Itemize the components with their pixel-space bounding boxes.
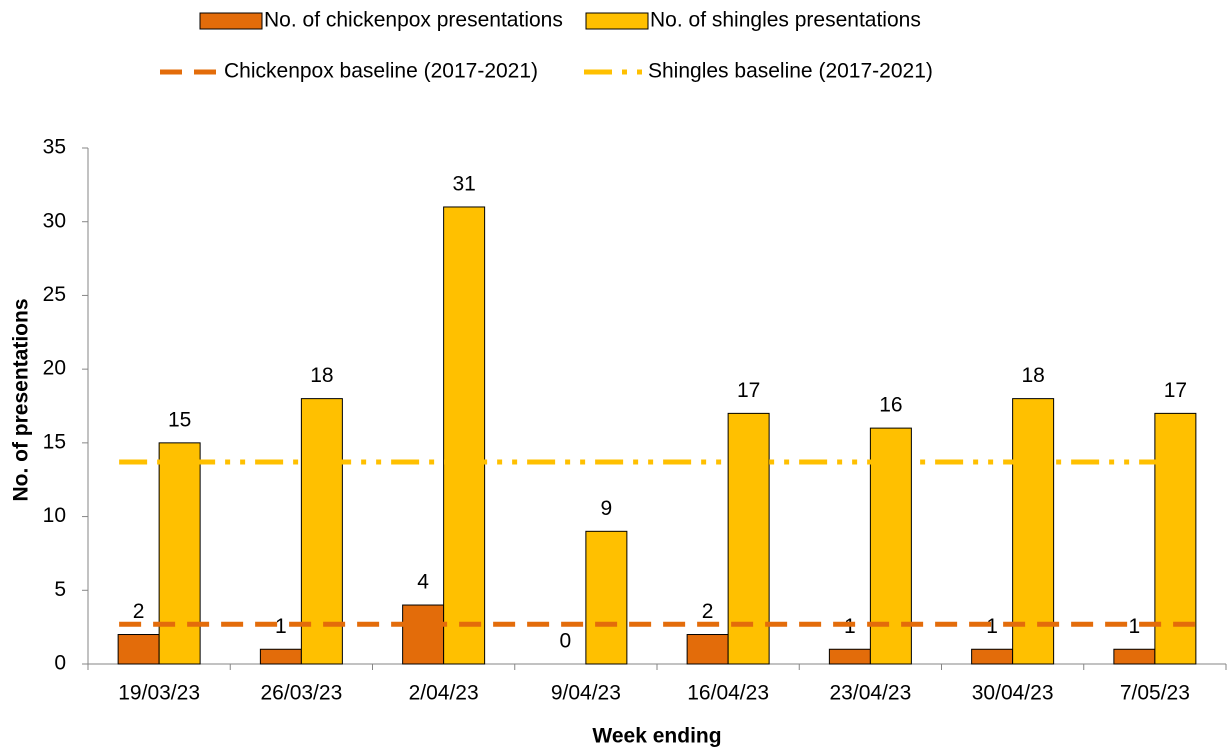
legend-label: Chickenpox baseline (2017-2021) [224,60,538,83]
x-tick-label: 23/04/23 [830,682,912,705]
legend-swatch [199,12,263,30]
x-axis-title: Week ending [592,725,721,748]
data-label: 2 [133,600,145,623]
data-label: 1 [986,615,998,638]
data-label: 1 [1129,615,1141,638]
y-tick-label: 10 [43,504,66,527]
data-label: 0 [560,630,572,653]
x-tick-label: 19/03/23 [118,682,200,705]
bar [585,530,628,665]
data-label: 31 [452,173,475,196]
x-tick-label: 7/05/23 [1120,682,1190,705]
data-label: 9 [601,497,613,520]
data-label: 18 [310,364,333,387]
y-tick-label: 20 [43,357,66,380]
data-label: 17 [737,379,760,402]
data-label: 17 [1164,379,1187,402]
bar [158,442,201,665]
bar [1012,398,1055,665]
data-label: 2 [702,600,714,623]
data-label: 4 [417,571,429,594]
bar [259,648,302,665]
bar [1113,648,1156,665]
x-tick-label: 26/03/23 [261,682,343,705]
y-tick-label: 0 [54,652,66,675]
y-axis-title: No. of presentations [10,298,33,501]
legend-label: No. of shingles presentations [650,9,921,32]
y-tick-label: 5 [54,578,66,601]
bar [686,634,729,665]
x-tick-label: 30/04/23 [972,682,1054,705]
y-tick-label: 25 [43,283,66,306]
data-label: 15 [168,408,191,431]
bar [117,634,160,665]
y-tick-label: 15 [43,430,66,453]
x-tick-label: 2/04/23 [409,682,479,705]
y-tick-label: 35 [43,136,66,159]
bar [971,648,1014,665]
bar [402,604,445,665]
legend-label: Shingles baseline (2017-2021) [648,60,933,83]
data-label: 16 [879,394,902,417]
legend-swatch [585,12,649,30]
bar [828,648,871,665]
y-tick-label: 30 [43,209,66,232]
data-label: 1 [275,615,287,638]
data-label: 18 [1021,364,1044,387]
x-tick-label: 16/04/23 [687,682,769,705]
legend-label: No. of chickenpox presentations [264,9,563,32]
x-tick-label: 9/04/23 [551,682,621,705]
bar [300,398,343,665]
bar [443,206,486,665]
